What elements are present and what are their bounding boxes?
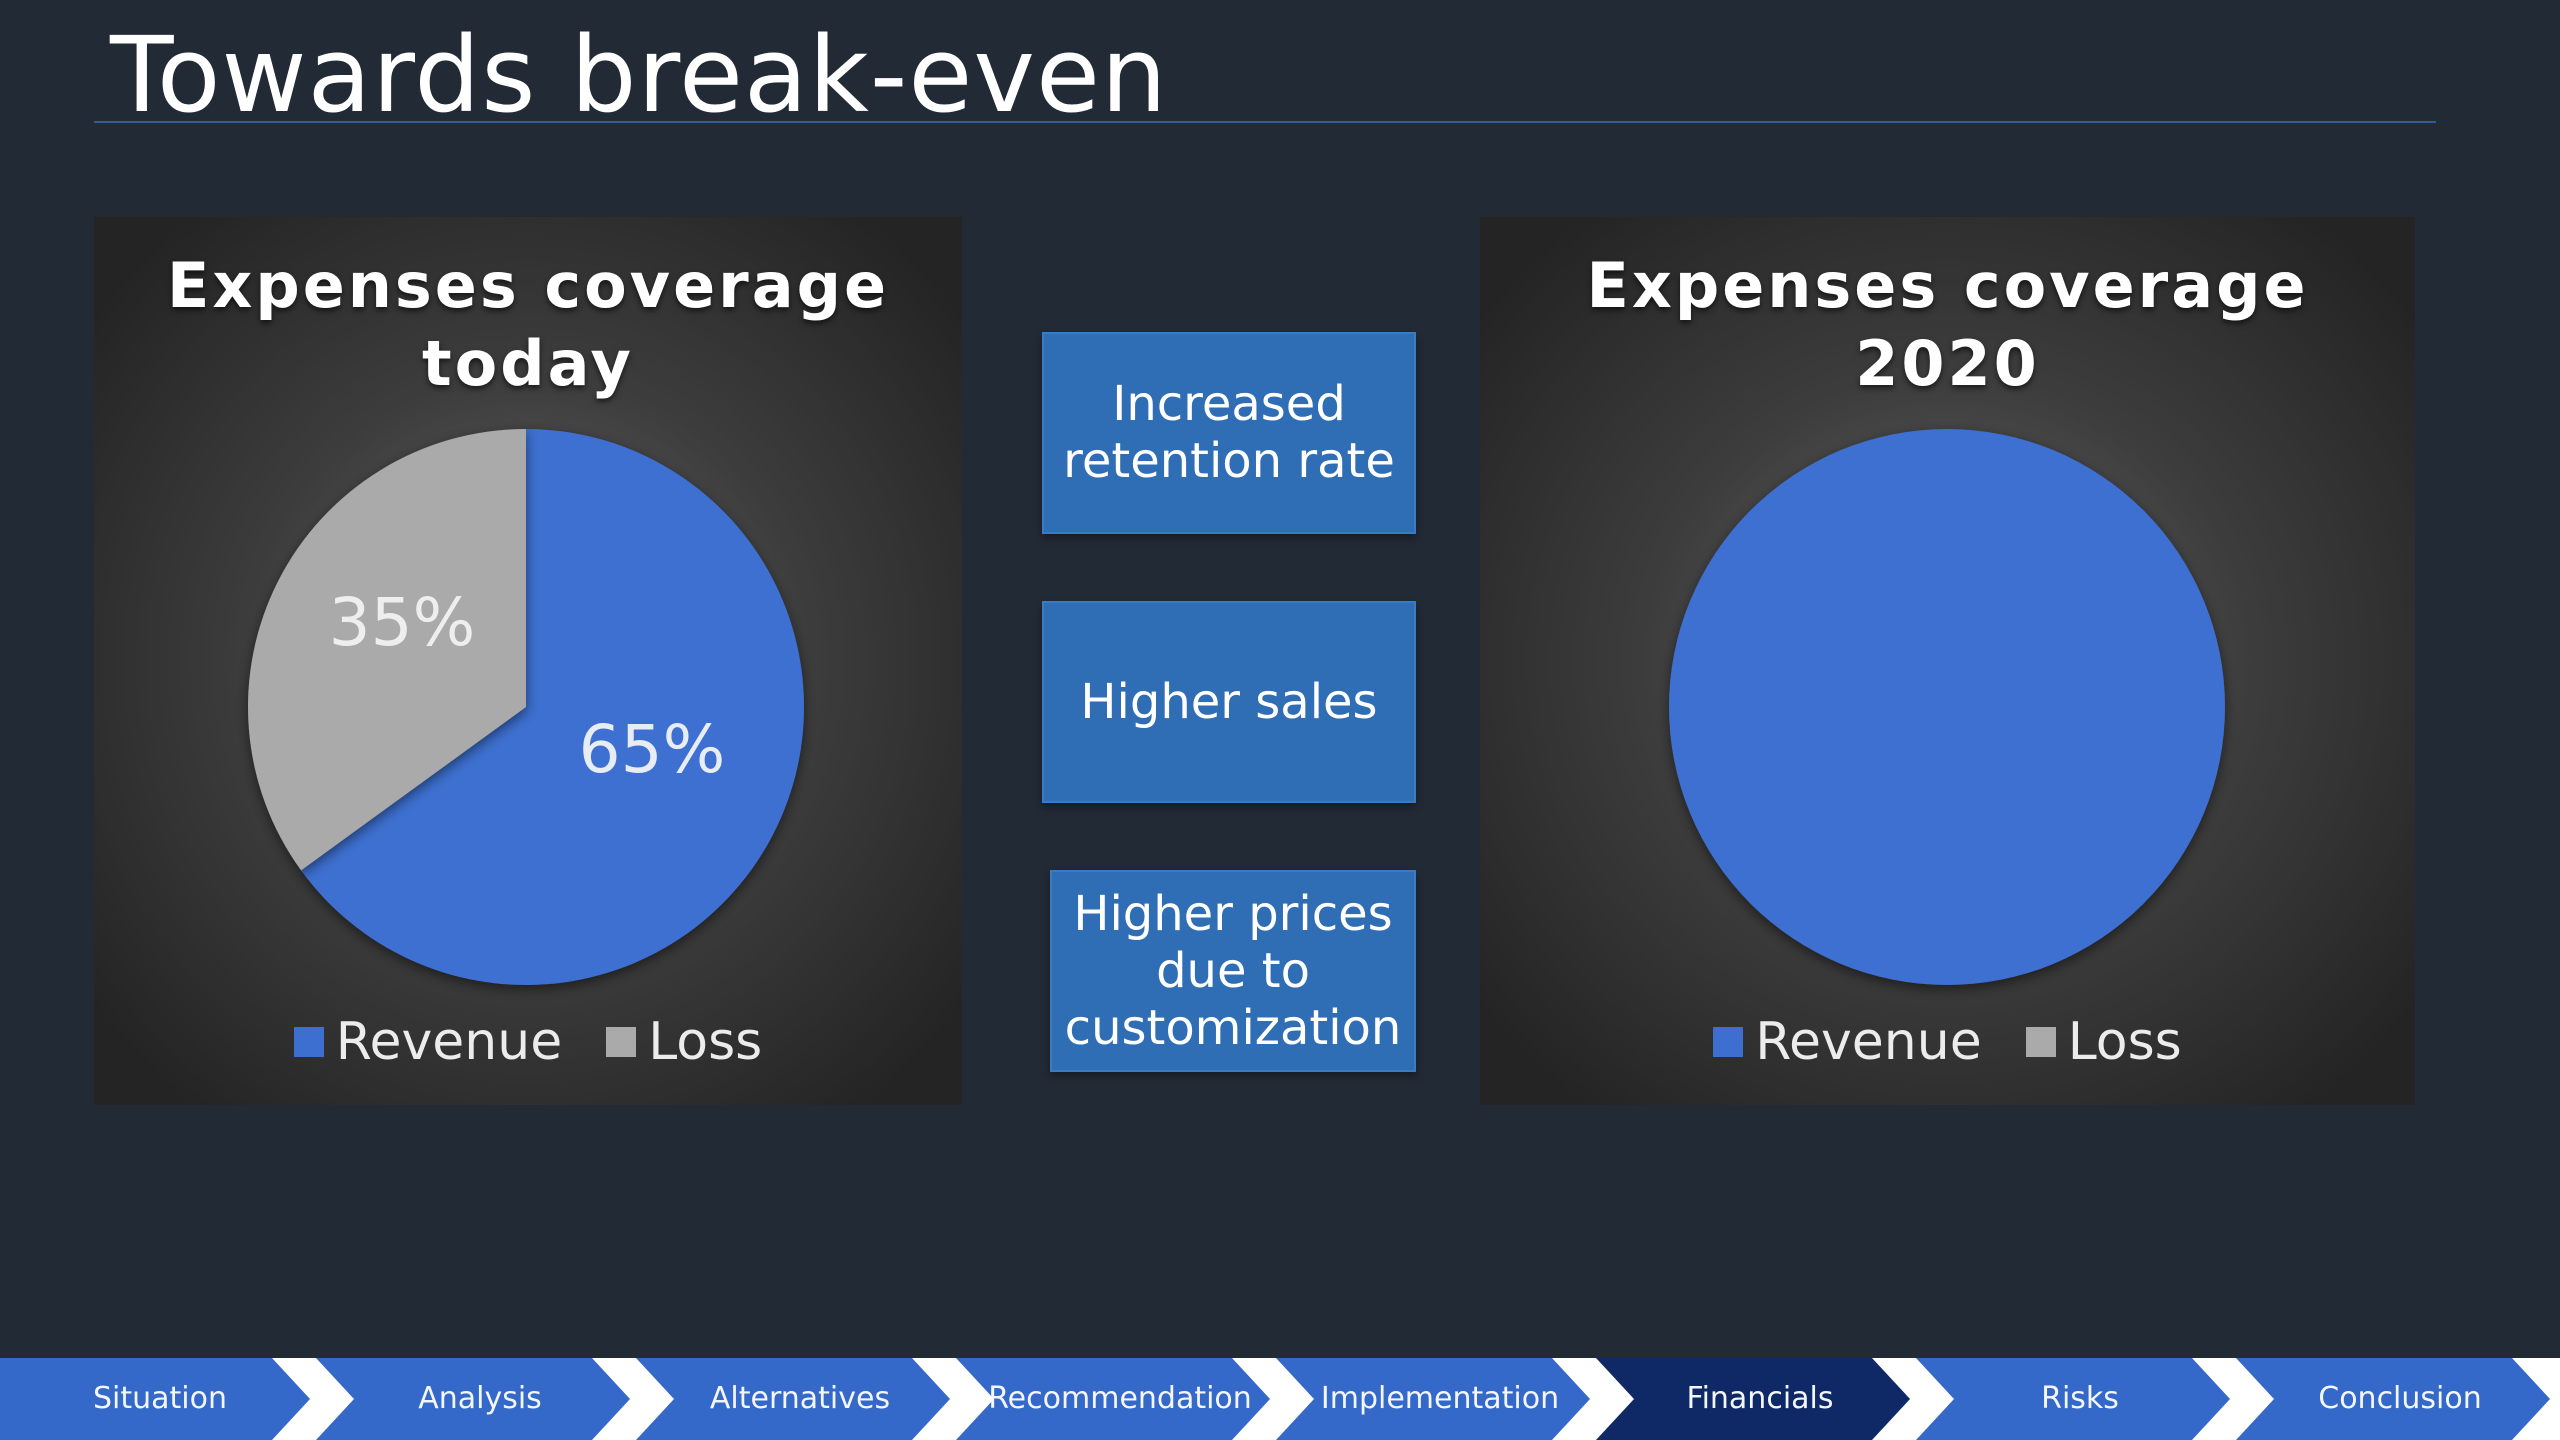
- nav-item-recommendation[interactable]: Recommendation: [988, 1381, 1252, 1416]
- legend-2020: Revenue Loss: [1480, 1012, 2415, 1072]
- legend-label-revenue: Revenue: [1755, 1012, 1982, 1072]
- pie-chart-2020: [1669, 429, 2225, 985]
- data-label-loss: 35%: [329, 584, 476, 661]
- driver-text-line: Higher prices: [1073, 885, 1393, 942]
- legend-item-loss: Loss: [2025, 1012, 2182, 1072]
- chart-panel-today: Expenses coverage today 65% 35% Revenue L…: [94, 217, 962, 1105]
- nav-chevron-situation[interactable]: [0, 1358, 310, 1440]
- nav-item-alternatives[interactable]: Alternatives: [709, 1381, 891, 1416]
- pie-slice-revenue: [1669, 429, 2225, 985]
- nav-item-financials[interactable]: Financials: [1686, 1381, 1834, 1416]
- nav-chevron-implementation[interactable]: [1276, 1358, 1590, 1440]
- legend-label-loss: Loss: [2067, 1012, 2182, 1072]
- legend-item-loss: Loss: [606, 1012, 762, 1072]
- nav-item-risks[interactable]: Risks: [2041, 1381, 2119, 1416]
- nav-chevron-alternatives[interactable]: [636, 1358, 950, 1440]
- driver-text-line: retention rate: [1063, 433, 1395, 489]
- legend-today: Revenue Loss: [94, 1012, 962, 1072]
- chart-title-line: today: [422, 327, 634, 400]
- driver-text-line: due to: [1156, 942, 1310, 999]
- chart-title-today: Expenses coverage today: [94, 247, 962, 403]
- legend-swatch-loss: [606, 1027, 637, 1057]
- driver-retention-rate: Increased retention rate: [1042, 332, 1416, 534]
- legend-item-revenue: Revenue: [1713, 1012, 1982, 1072]
- driver-text-line: Increased: [1112, 376, 1346, 432]
- legend-label-revenue: Revenue: [335, 1012, 563, 1072]
- nav-chevron-recommendation[interactable]: [956, 1358, 1270, 1440]
- legend-label-loss: Loss: [648, 1012, 763, 1072]
- legend-swatch-revenue: [1713, 1027, 1744, 1057]
- chart-title-line: 2020: [1855, 327, 2040, 400]
- driver-text-line: Higher sales: [1080, 673, 1378, 730]
- legend-swatch-revenue: [293, 1027, 324, 1057]
- chart-title-2020: Expenses coverage 2020: [1480, 247, 2415, 403]
- pie-slice-revenue: [301, 429, 805, 986]
- nav-chevron-analysis[interactable]: [316, 1358, 630, 1440]
- title-underline: [94, 121, 2436, 123]
- nav-item-conclusion[interactable]: Conclusion: [2318, 1381, 2482, 1416]
- chart-title-line: Expenses coverage: [1586, 249, 2309, 322]
- nav-chevron-financials[interactable]: [1596, 1358, 1910, 1440]
- nav-item-implementation[interactable]: Implementation: [1320, 1381, 1560, 1416]
- nav-chevrons: [0, 1358, 2550, 1440]
- slide-title: Towards break-even: [110, 14, 1168, 136]
- section-nav-bar: Situation Analysis Alternatives Recommendat…: [0, 1358, 2560, 1440]
- driver-higher-prices: Higher prices due to customization: [1050, 870, 1416, 1072]
- nav-chevron-conclusion[interactable]: [2236, 1358, 2550, 1440]
- driver-text-line: customization: [1064, 999, 1402, 1056]
- legend-swatch-loss: [2025, 1027, 2056, 1057]
- driver-higher-sales: Higher sales: [1042, 601, 1416, 803]
- pie-chart-today: 65% 35%: [248, 429, 805, 986]
- nav-item-situation[interactable]: Situation: [92, 1381, 227, 1416]
- pie-slice-loss: [248, 429, 526, 871]
- nav-item-analysis[interactable]: Analysis: [418, 1381, 542, 1416]
- nav-chevron-risks[interactable]: [1916, 1358, 2230, 1440]
- legend-item-revenue: Revenue: [293, 1012, 563, 1072]
- data-label-revenue: 65%: [579, 711, 726, 788]
- chart-title-line: Expenses coverage: [166, 249, 889, 322]
- chart-panel-2020: Expenses coverage 2020 Revenue Loss: [1480, 217, 2415, 1105]
